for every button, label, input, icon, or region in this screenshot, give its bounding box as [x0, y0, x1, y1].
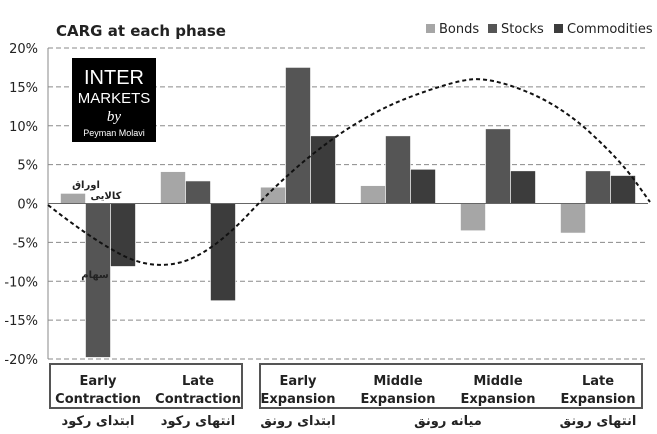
legend: Bonds Stocks Commodities — [426, 22, 653, 37]
bar-annotation: کالایی — [91, 191, 122, 202]
bar-annotation: سهام — [81, 270, 109, 281]
logo-line-markets: MARKETS — [78, 90, 151, 107]
persian-phase-label: ابتدای رکود — [62, 414, 135, 429]
persian-labels: ابتدای رکود انتهای رکود ابتدای رونق میانه ر… — [62, 414, 637, 429]
persian-phase-label: انتهای رکود — [161, 414, 235, 429]
legend-swatch — [426, 24, 435, 33]
bar-annotation: اوراق — [72, 180, 100, 191]
persian-phase-label: میانه رونق — [414, 414, 482, 429]
bar-stocks — [485, 128, 511, 204]
trend-curve — [47, 78, 651, 266]
bar-commodities — [510, 170, 536, 204]
x-tick-label: Late — [182, 374, 214, 389]
legend-label: Commodities — [567, 22, 653, 37]
legend-swatch — [554, 24, 563, 33]
legend-label: Bonds — [439, 22, 479, 37]
bar-bonds — [560, 203, 586, 234]
bar-bonds — [60, 193, 86, 204]
y-tick-label: 10% — [9, 120, 38, 135]
x-tick-label: Expansion — [461, 392, 536, 407]
x-tick-label: Contraction — [55, 392, 141, 407]
x-axis-labels: Early Contraction Late Contraction Early Expa… — [49, 363, 643, 409]
x-tick-label: Expansion — [561, 392, 636, 407]
bar-bonds — [460, 203, 486, 232]
x-tick-label: Expansion — [261, 392, 336, 407]
y-tick-label: 15% — [9, 81, 38, 96]
y-tick-label: 0% — [17, 198, 38, 213]
x-tick-label: Expansion — [361, 392, 436, 407]
bar-commodities — [410, 168, 436, 204]
bar-commodities — [610, 175, 636, 204]
x-tick-label: Middle — [473, 374, 522, 389]
legend-label: Stocks — [501, 22, 544, 37]
intermarkets-logo: INTER MARKETS by Peyman Molavi — [72, 58, 156, 142]
bar-stocks — [185, 180, 211, 204]
x-tick-label: Early — [280, 374, 318, 389]
legend-swatch — [488, 24, 497, 33]
bar-commodities — [110, 203, 136, 267]
y-tick-label: 5% — [17, 159, 38, 174]
y-tick-label: -10% — [4, 275, 38, 290]
bar-stocks — [85, 203, 111, 358]
x-tick-label: Middle — [373, 374, 422, 389]
y-axis: 20% 15% 10% 5% 0% -5% -10% -15% -20% — [4, 42, 49, 368]
x-tick-label: Early — [80, 374, 118, 389]
persian-phase-label: انتهای رونق — [560, 414, 637, 429]
bar-commodities — [210, 203, 236, 301]
category-group-box — [259, 363, 643, 409]
chart-title: CARG at each phase — [56, 22, 226, 40]
bar-stocks — [585, 170, 611, 204]
logo-line-inter: INTER — [84, 67, 144, 89]
logo-background — [72, 58, 156, 142]
category-group-box — [49, 363, 243, 409]
logo-line-author: Peyman Molavi — [83, 128, 145, 138]
bar-commodities — [310, 135, 336, 204]
logo-line-by: by — [107, 109, 122, 125]
trend-line — [47, 78, 651, 266]
y-tick-label: 20% — [9, 42, 38, 57]
bar-bonds — [360, 185, 386, 204]
x-tick-label: Contraction — [155, 392, 241, 407]
persian-phase-label: ابتدای رونق — [260, 414, 335, 429]
y-tick-label: -5% — [13, 236, 38, 251]
bar-stocks — [385, 135, 411, 204]
y-tick-label: -15% — [4, 314, 38, 329]
y-tick-label: -20% — [4, 353, 38, 368]
bar-stocks — [285, 67, 311, 204]
x-tick-label: Late — [582, 374, 614, 389]
bar-bonds — [160, 171, 186, 204]
bar-annotations: اوراق سهام کالایی — [72, 180, 122, 281]
bars — [48, 67, 648, 358]
